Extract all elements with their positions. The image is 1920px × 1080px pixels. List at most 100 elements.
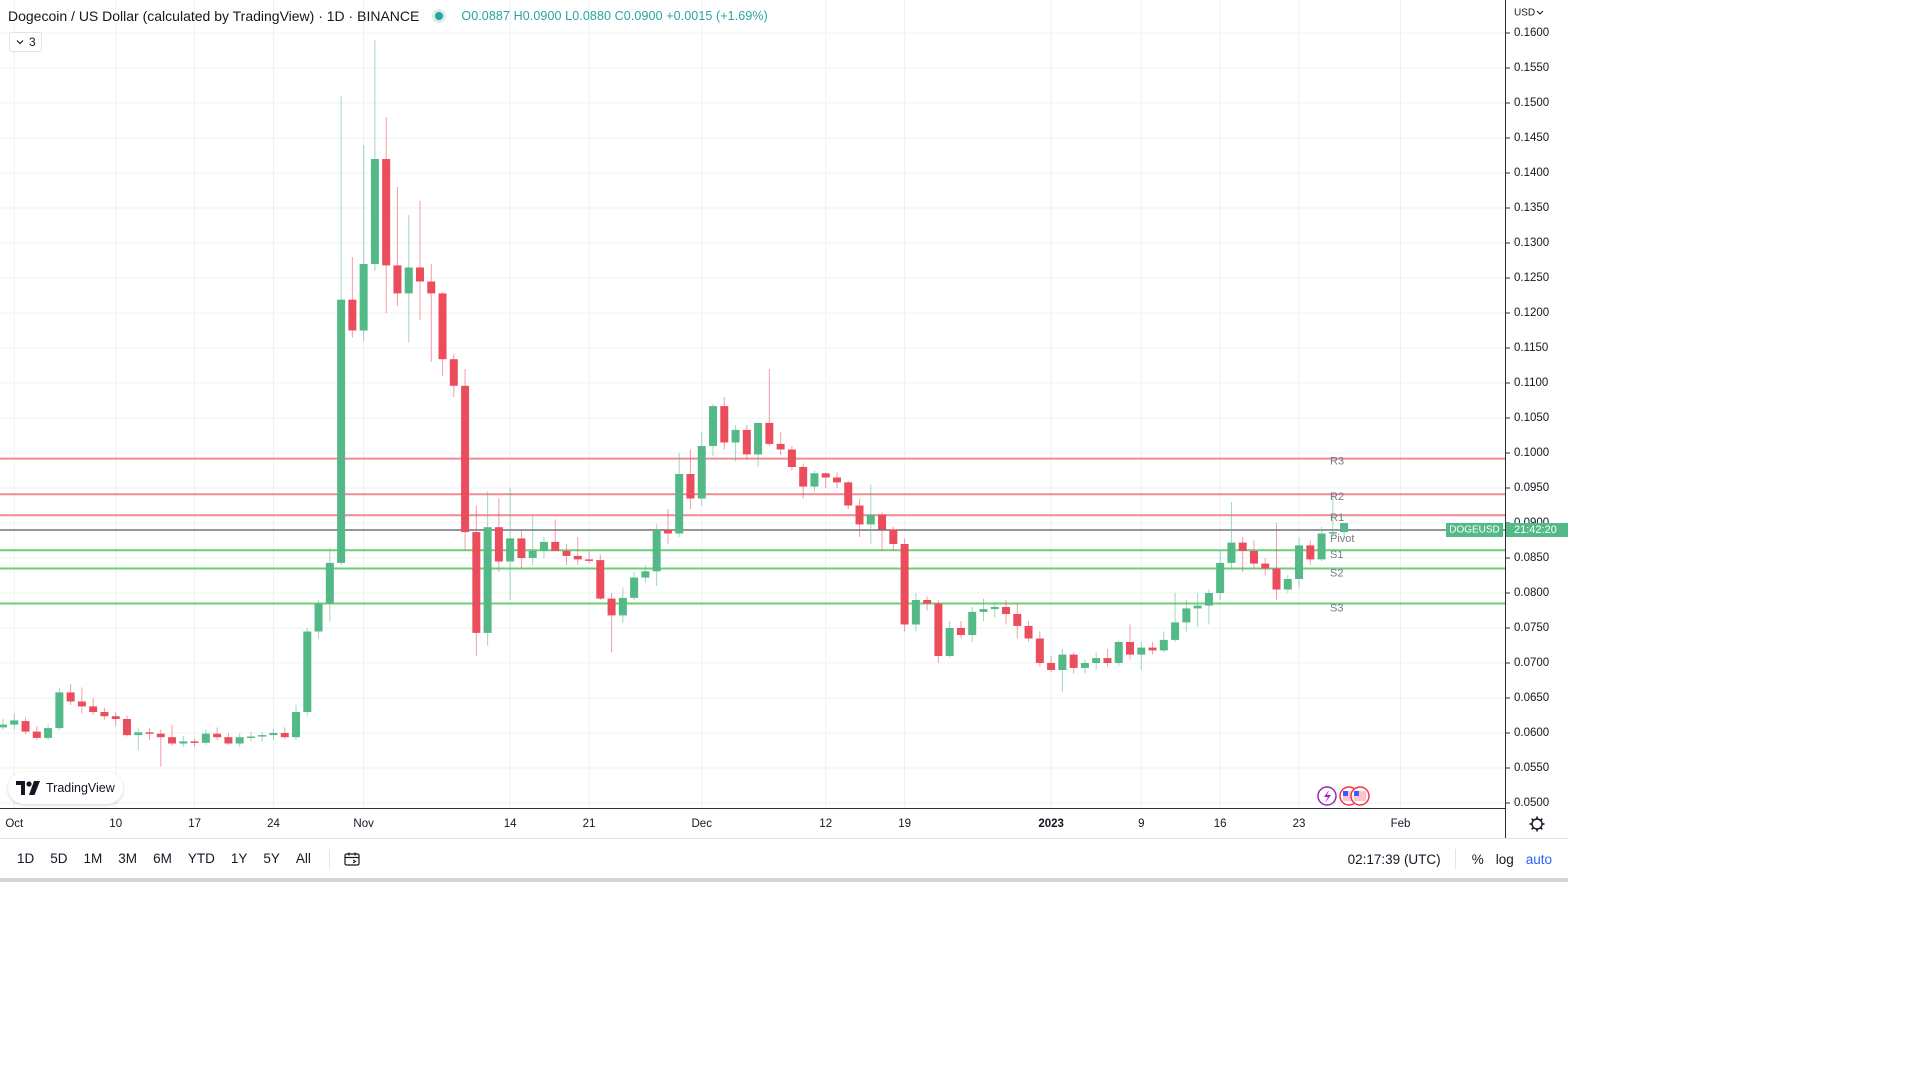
candle-body[interactable] xyxy=(641,571,650,578)
candle-body[interactable] xyxy=(1238,542,1247,551)
candle-body[interactable] xyxy=(1204,593,1213,606)
log-scale-toggle[interactable]: log xyxy=(1495,851,1514,867)
candle-body[interactable] xyxy=(393,265,402,294)
candle-body[interactable] xyxy=(968,611,977,635)
candle-body[interactable] xyxy=(235,737,244,744)
candle-body[interactable] xyxy=(709,406,718,446)
candle-body[interactable] xyxy=(1249,551,1258,564)
calendar-goto-icon[interactable] xyxy=(344,852,360,866)
candle-body[interactable] xyxy=(675,474,684,534)
candle-body[interactable] xyxy=(303,631,312,713)
candle-body[interactable] xyxy=(1092,658,1101,663)
candle-body[interactable] xyxy=(427,281,436,294)
candle-body[interactable] xyxy=(1047,663,1056,670)
candle-body[interactable] xyxy=(562,551,571,556)
candle-body[interactable] xyxy=(810,473,819,487)
candle-body[interactable] xyxy=(1216,562,1225,593)
candle-body[interactable] xyxy=(1080,663,1089,668)
tradingview-logo[interactable]: TradingView xyxy=(8,772,123,804)
candle-body[interactable] xyxy=(855,505,864,525)
candle-body[interactable] xyxy=(1272,568,1281,590)
candle-body[interactable] xyxy=(1013,614,1022,626)
percent-scale-toggle[interactable]: % xyxy=(1471,851,1484,867)
candle-body[interactable] xyxy=(472,532,481,633)
candle-body[interactable] xyxy=(697,446,706,499)
candle-body[interactable] xyxy=(77,701,86,707)
candle-body[interactable] xyxy=(21,721,30,732)
candle-body[interactable] xyxy=(731,429,740,443)
candle-body[interactable] xyxy=(134,732,143,736)
candle-body[interactable] xyxy=(1002,607,1011,614)
candle-body[interactable] xyxy=(179,741,188,744)
range-1m-button[interactable]: 1M xyxy=(83,851,103,866)
chart-settings-gear-icon[interactable] xyxy=(1529,816,1545,832)
candle-body[interactable] xyxy=(911,600,920,625)
candle-body[interactable] xyxy=(280,733,289,738)
candle-body[interactable] xyxy=(528,551,537,558)
candle-body[interactable] xyxy=(1295,545,1304,579)
price-chart[interactable]: R3 R2 R1 Pivot S1 S2 S3 USD 0.1600 0.1550 0.1500 0.… xyxy=(0,0,1568,838)
auto-scale-toggle[interactable]: auto xyxy=(1525,851,1552,867)
candle-body[interactable] xyxy=(832,477,841,483)
candle-body[interactable] xyxy=(89,706,98,712)
candle-body[interactable] xyxy=(1182,608,1191,623)
candle-body[interactable] xyxy=(979,609,988,612)
candle-body[interactable] xyxy=(720,406,729,443)
candle-body[interactable] xyxy=(1035,638,1044,664)
candle-body[interactable] xyxy=(314,603,323,632)
candle-body[interactable] xyxy=(415,267,424,282)
candle-body[interactable] xyxy=(10,720,19,725)
candle-body[interactable] xyxy=(404,267,413,294)
candle-body[interactable] xyxy=(618,597,627,616)
currency-label[interactable]: USD xyxy=(1514,8,1535,19)
candle-body[interactable] xyxy=(213,733,222,738)
candle-body[interactable] xyxy=(956,628,965,635)
candle-body[interactable] xyxy=(866,514,875,525)
candle-body[interactable] xyxy=(44,728,53,738)
candle-body[interactable] xyxy=(325,562,334,604)
candle-body[interactable] xyxy=(348,299,357,331)
candle-body[interactable] xyxy=(1103,658,1112,663)
candle-body[interactable] xyxy=(145,732,154,734)
candle-body[interactable] xyxy=(799,467,808,487)
candle-body[interactable] xyxy=(1159,639,1168,651)
candle-body[interactable] xyxy=(945,628,954,656)
candle-body[interactable] xyxy=(630,577,639,598)
candle-body[interactable] xyxy=(1283,579,1292,590)
candle-body[interactable] xyxy=(258,735,267,737)
candle-body[interactable] xyxy=(1306,545,1315,560)
symbol-title[interactable]: Dogecoin / US Dollar (calculated by Trad… xyxy=(8,8,420,24)
range-ytd-button[interactable]: YTD xyxy=(187,851,215,866)
candle-body[interactable] xyxy=(686,474,695,499)
candle-body[interactable] xyxy=(573,555,582,560)
candle-body[interactable] xyxy=(821,473,830,478)
candle-body[interactable] xyxy=(596,560,605,599)
candle-body[interactable] xyxy=(923,600,932,604)
candle-body[interactable] xyxy=(1126,642,1134,655)
candle-body[interactable] xyxy=(100,712,109,717)
candle-body[interactable] xyxy=(844,482,853,506)
candle-body[interactable] xyxy=(787,449,796,468)
candle-body[interactable] xyxy=(663,530,672,534)
range-5y-button[interactable]: 5Y xyxy=(263,851,280,866)
candle-body[interactable] xyxy=(1261,563,1270,569)
candle-body[interactable] xyxy=(438,293,447,360)
candle-body[interactable] xyxy=(878,514,887,530)
candle-body[interactable] xyxy=(652,530,661,572)
candle-body[interactable] xyxy=(370,159,379,264)
candle-body[interactable] xyxy=(201,733,210,743)
candle-body[interactable] xyxy=(66,692,75,702)
candle-body[interactable] xyxy=(168,737,177,744)
candle-body[interactable] xyxy=(292,712,301,738)
candle-body[interactable] xyxy=(449,359,458,386)
candle-body[interactable] xyxy=(483,527,492,633)
candle-body[interactable] xyxy=(0,724,7,728)
candle-body[interactable] xyxy=(889,529,898,544)
candle-body[interactable] xyxy=(1328,532,1337,534)
candle-body[interactable] xyxy=(1024,625,1033,639)
candle-body[interactable] xyxy=(1193,605,1202,609)
candle-body[interactable] xyxy=(742,429,751,455)
candle-body[interactable] xyxy=(585,559,594,561)
candle-body[interactable] xyxy=(1069,654,1078,668)
candle-body[interactable] xyxy=(382,159,391,266)
